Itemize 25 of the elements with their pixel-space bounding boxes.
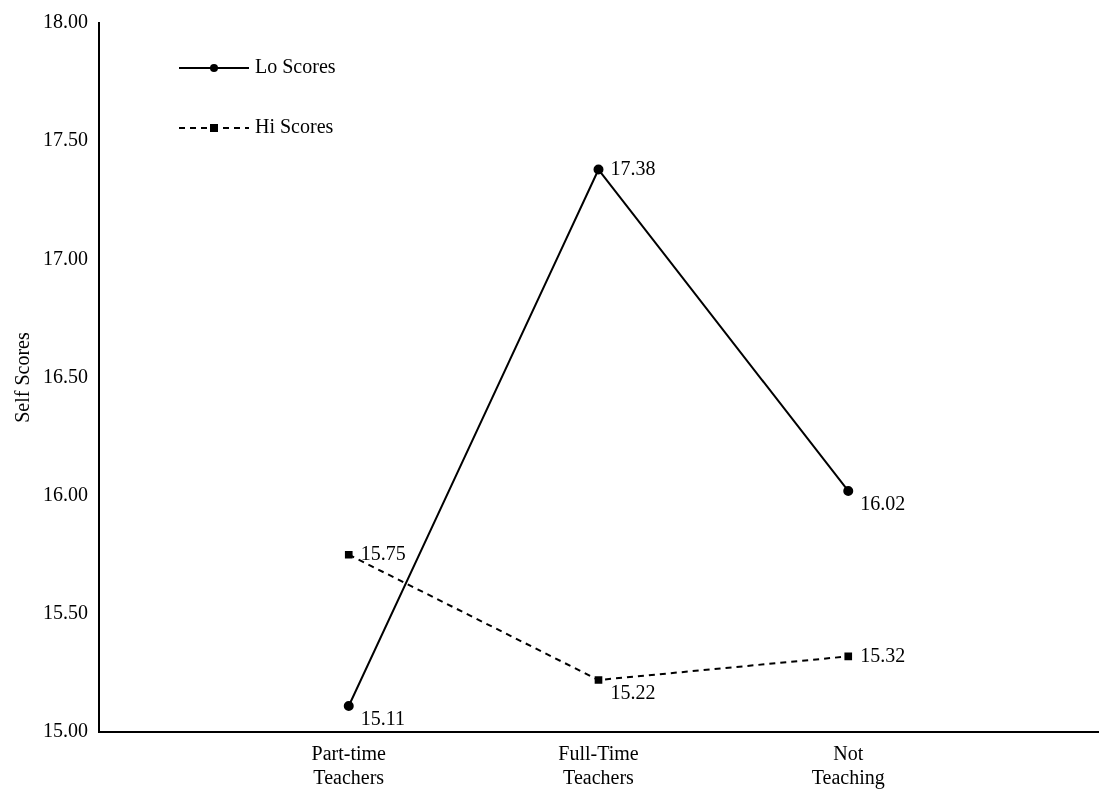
legend-label: Lo Scores	[255, 55, 336, 78]
point	[844, 652, 853, 661]
y-tick-label: 17.50	[43, 128, 88, 151]
x-tick-label: Full-Time Teachers	[558, 742, 639, 789]
data-label: 15.22	[610, 681, 656, 704]
legend-label: Hi Scores	[255, 115, 334, 138]
y-tick-label: 17.00	[43, 246, 88, 269]
point	[843, 485, 854, 496]
point	[343, 701, 354, 711]
point	[593, 164, 604, 175]
data-label: 16.02	[860, 492, 906, 515]
y-tick-label: 15.00	[43, 719, 88, 742]
x-tick-label: Part-time Teachers	[311, 742, 387, 789]
point	[594, 676, 603, 684]
y-tick-label: 15.50	[43, 601, 88, 624]
x-tick-label: Not Teaching	[811, 742, 885, 790]
data-label: 15.32	[860, 643, 906, 666]
y-tick-label: 16.50	[43, 364, 88, 387]
y-tick-label: 16.00	[43, 482, 88, 505]
y-tick-label: 18.00	[43, 10, 88, 33]
data-label: 15.11	[360, 707, 406, 730]
point	[344, 550, 353, 559]
data-label: 15.75	[360, 542, 406, 564]
data-label: 17.38	[610, 156, 656, 179]
y-axis-title: Self Scores	[11, 332, 34, 423]
